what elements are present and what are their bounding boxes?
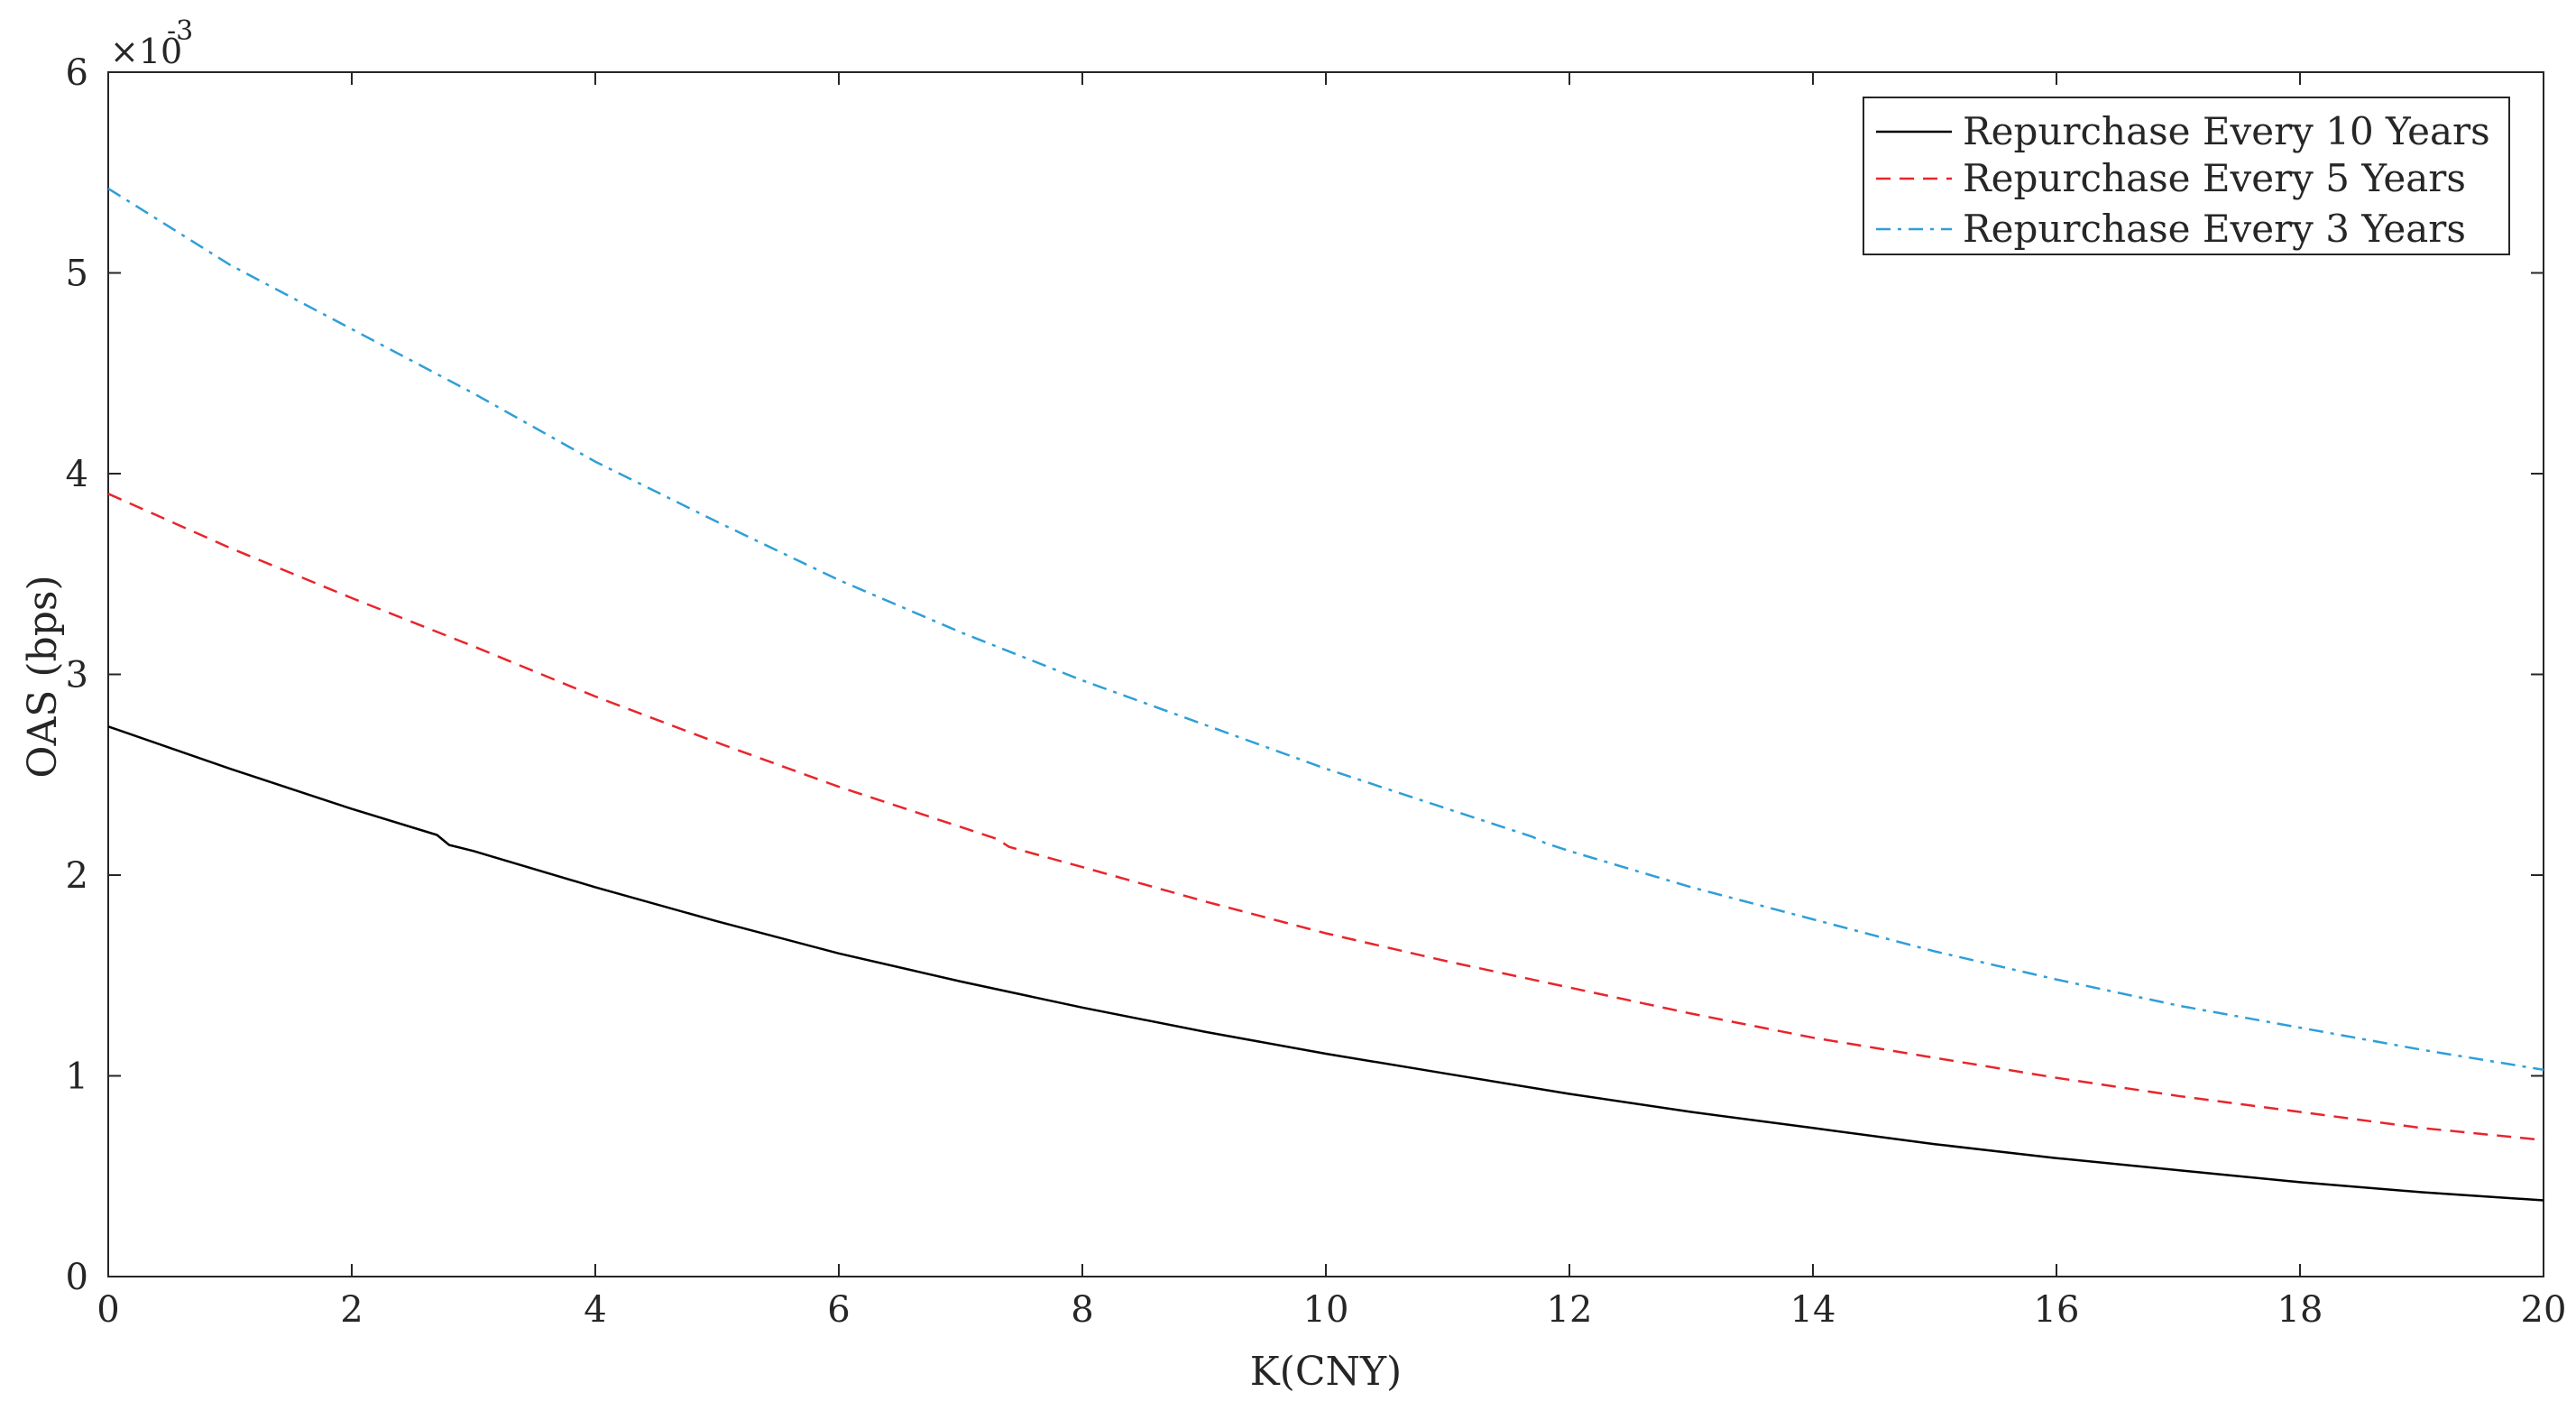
y-tick-label: 5 — [66, 254, 88, 295]
x-tick-label: 6 — [827, 1289, 850, 1331]
y-axis-ticks: 0 1 2 3 4 5 6 — [66, 52, 2544, 1298]
legend-box — [1863, 97, 2510, 255]
y-tick-label: 4 — [66, 454, 88, 495]
x-tick-label: 0 — [97, 1289, 119, 1331]
series-line-repurchase-3y — [107, 187, 2544, 1072]
y-tick-label: 0 — [66, 1257, 88, 1298]
x-tick-label: 10 — [1303, 1289, 1349, 1331]
legend-label-10y: Repurchase Every 10 Years — [1963, 109, 2490, 153]
series-line-repurchase-10y — [107, 725, 2544, 1202]
series-lines — [107, 187, 2544, 1202]
plot-area — [107, 71, 2544, 1277]
y-exponent-base: ×10 — [110, 32, 182, 71]
x-axis-ticks: 0 2 4 6 8 10 12 14 16 18 20 — [97, 72, 2566, 1331]
x-tick-label: 2 — [340, 1289, 363, 1331]
legend-label-3y: Repurchase Every 3 Years — [1963, 207, 2466, 251]
x-tick-label: 20 — [2521, 1289, 2567, 1331]
legend: Repurchase Every 10 Years Repurchase Eve… — [1863, 97, 2510, 255]
x-tick-label: 18 — [2277, 1289, 2323, 1331]
x-tick-label: 12 — [1547, 1289, 1593, 1331]
x-tick-label: 16 — [2034, 1289, 2080, 1331]
y-exponent-power: -3 — [167, 15, 193, 47]
legend-label-5y: Repurchase Every 5 Years — [1963, 156, 2466, 200]
x-tick-label: 4 — [584, 1289, 606, 1331]
x-tick-label: 8 — [1071, 1289, 1093, 1331]
y-tick-label: 1 — [66, 1056, 88, 1098]
y-tick-label: 2 — [66, 855, 88, 897]
y-tick-label: 6 — [66, 52, 88, 94]
y-tick-label: 3 — [66, 655, 88, 696]
x-axis-label: K(CNY) — [1250, 1349, 1402, 1395]
x-tick-label: 14 — [1790, 1289, 1836, 1331]
y-axis-label: OAS (bps) — [20, 575, 66, 778]
